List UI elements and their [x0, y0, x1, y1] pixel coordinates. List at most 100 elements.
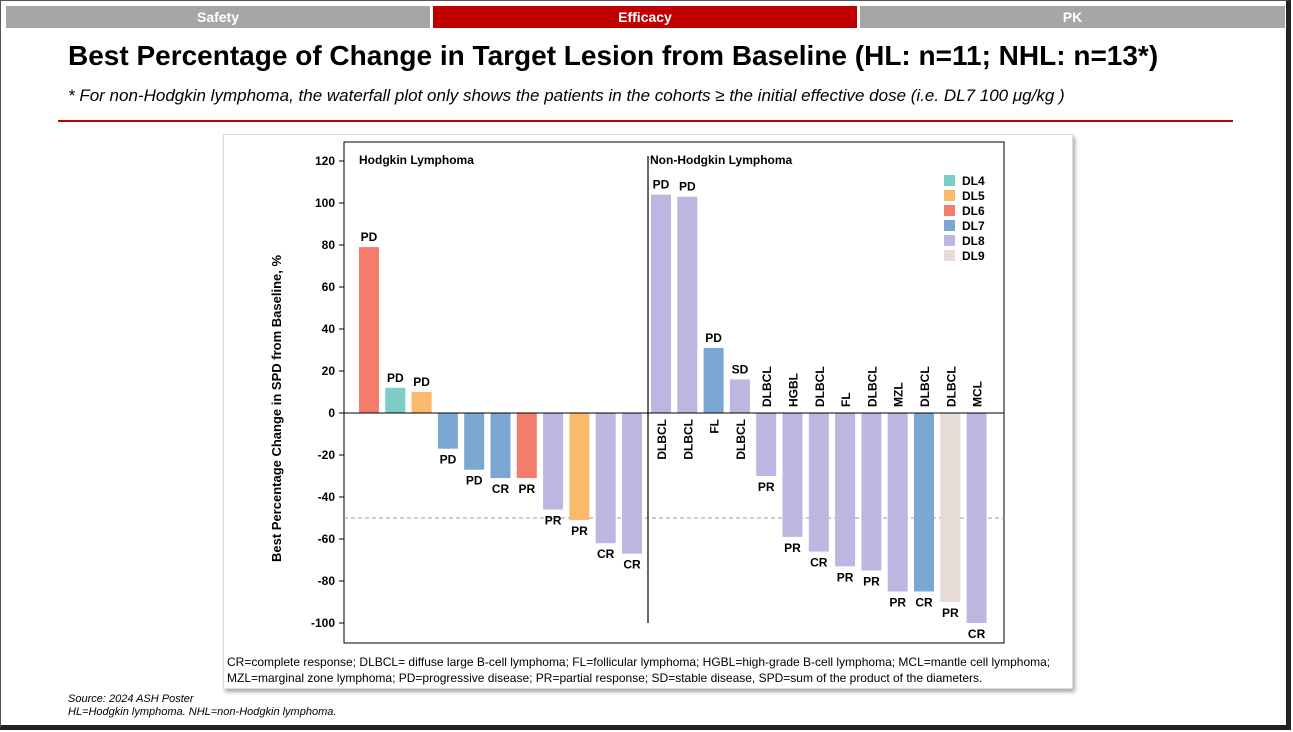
- response-label: CR: [623, 558, 641, 572]
- response-label: PD: [413, 375, 430, 389]
- response-label: PR: [889, 596, 906, 610]
- legend-label: DL8: [962, 234, 985, 248]
- footnote-line: CR=complete response; DLBCL= diffuse lar…: [227, 655, 1051, 669]
- histology-label: HGBL: [787, 373, 801, 407]
- legend-label: DL5: [962, 189, 985, 203]
- waterfall-chart-panel: 120 100 80 60 40 20 0 -20 -40 -60 -80 -100 Best Perc…: [223, 134, 1073, 689]
- y-tick-label: -100: [311, 616, 335, 630]
- y-tick-label: 60: [322, 280, 336, 294]
- response-label: PR: [571, 524, 588, 538]
- y-tick-label: -20: [318, 448, 336, 462]
- waterfall-chart: 120 100 80 60 40 20 0 -20 -40 -60 -80 -100 Best Perc…: [269, 141, 1005, 644]
- y-tick-label: -80: [318, 574, 336, 588]
- response-label: PD: [387, 371, 404, 385]
- bar-dl6: [516, 413, 537, 479]
- histology-label: FL: [708, 419, 722, 434]
- legend-swatch-dl8: [944, 235, 955, 246]
- chart-footnote: CR=complete response; DLBCL= diffuse lar…: [227, 654, 1067, 686]
- bar-dl5: [411, 392, 432, 413]
- response-label: SD: [732, 362, 749, 376]
- histology-label: MZL: [892, 382, 906, 407]
- y-axis-label: Best Percentage Change in SPD from Basel…: [269, 255, 284, 562]
- page-title: Best Percentage of Change in Target Lesi…: [68, 40, 1159, 71]
- bar-dl7: [464, 413, 485, 470]
- source-line: HL=Hodgkin lymphoma. NHL=non-Hodgkin lym…: [68, 706, 337, 718]
- bar-dl8: [677, 196, 698, 413]
- y-tick-label: 20: [322, 364, 336, 378]
- legend-label: DL4: [962, 174, 985, 188]
- histology-label: DLBCL: [944, 366, 958, 407]
- response-label: PR: [758, 480, 775, 494]
- histology-label: FL: [839, 392, 853, 407]
- histology-label: DLBCL: [734, 419, 748, 460]
- bar-dl8: [595, 413, 616, 544]
- histology-label: DLBCL: [813, 366, 827, 407]
- y-tick-label: 100: [315, 196, 335, 210]
- source-note: Source: 2024 ASH Poster HL=Hodgkin lymph…: [68, 693, 336, 719]
- histology-label: DLBCL: [918, 366, 932, 407]
- footnote-line: MZL=marginal zone lymphoma; PD=progressi…: [227, 671, 983, 685]
- bar-dl8: [861, 413, 882, 571]
- title-divider: [58, 120, 1233, 122]
- legend-swatch-dl4: [944, 175, 955, 186]
- response-label: CR: [597, 547, 615, 561]
- y-tick-label: 0: [328, 406, 335, 420]
- response-label: PD: [466, 474, 483, 488]
- response-label: PR: [518, 482, 535, 496]
- tab-pk[interactable]: PK: [857, 6, 1285, 28]
- response-label: CR: [915, 596, 933, 610]
- tab-safety[interactable]: Safety: [6, 6, 430, 28]
- source-line: Source: 2024 ASH Poster: [68, 693, 194, 705]
- bar-dl8: [782, 413, 803, 537]
- legend-label: DL9: [962, 249, 985, 263]
- group-label: Hodgkin Lymphoma: [359, 153, 474, 167]
- legend-swatch-dl7: [944, 220, 955, 231]
- response-label: PD: [440, 453, 457, 467]
- bar-dl8: [966, 413, 987, 623]
- response-label: PR: [863, 575, 880, 589]
- bar-dl8: [887, 413, 908, 592]
- bar-dl8: [835, 413, 856, 567]
- plot-border: [343, 141, 1005, 644]
- legend-swatch-dl6: [944, 205, 955, 216]
- legend-swatch-dl5: [944, 190, 955, 201]
- response-label: PD: [653, 178, 670, 192]
- bar-dl8: [756, 413, 777, 476]
- bar-dl8: [808, 413, 829, 552]
- bar-dl7: [703, 347, 724, 413]
- y-tick-label: -60: [318, 532, 336, 546]
- legend-label: DL7: [962, 219, 985, 233]
- legend-swatch-dl9: [944, 250, 955, 261]
- response-label: PR: [545, 514, 562, 528]
- response-label: PD: [361, 230, 378, 244]
- response-label: PD: [705, 331, 722, 345]
- bar-dl8: [651, 194, 671, 413]
- response-label: CR: [810, 556, 828, 570]
- response-label: PR: [942, 606, 959, 620]
- bar-dl8: [729, 379, 750, 413]
- bar-dl5: [569, 413, 590, 521]
- histology-label: MCL: [971, 381, 985, 407]
- tab-efficacy[interactable]: Efficacy: [430, 6, 857, 28]
- bar-dl6: [359, 247, 379, 413]
- y-tick-label: -40: [318, 490, 336, 504]
- histology-label: DLBCL: [865, 366, 879, 407]
- bar-dl9: [940, 413, 961, 602]
- histology-label: DLBCL: [681, 419, 695, 460]
- bar-dl7: [914, 413, 934, 592]
- response-label: CR: [492, 482, 510, 496]
- histology-label: DLBCL: [655, 419, 669, 460]
- response-label: PR: [784, 541, 801, 555]
- response-label: CR: [968, 627, 986, 641]
- top-tab-bar: Safety Efficacy PK: [6, 6, 1285, 28]
- response-label: PR: [837, 570, 854, 584]
- histology-label: DLBCL: [760, 366, 774, 407]
- bar-dl7: [490, 413, 511, 479]
- bar-dl8: [622, 413, 642, 554]
- legend-label: DL6: [962, 204, 985, 218]
- y-tick-label: 80: [322, 238, 336, 252]
- y-tick-label: 40: [322, 322, 336, 336]
- bar-dl8: [543, 413, 564, 510]
- response-label: PD: [679, 180, 696, 194]
- group-label: Non-Hodgkin Lymphoma: [650, 153, 793, 167]
